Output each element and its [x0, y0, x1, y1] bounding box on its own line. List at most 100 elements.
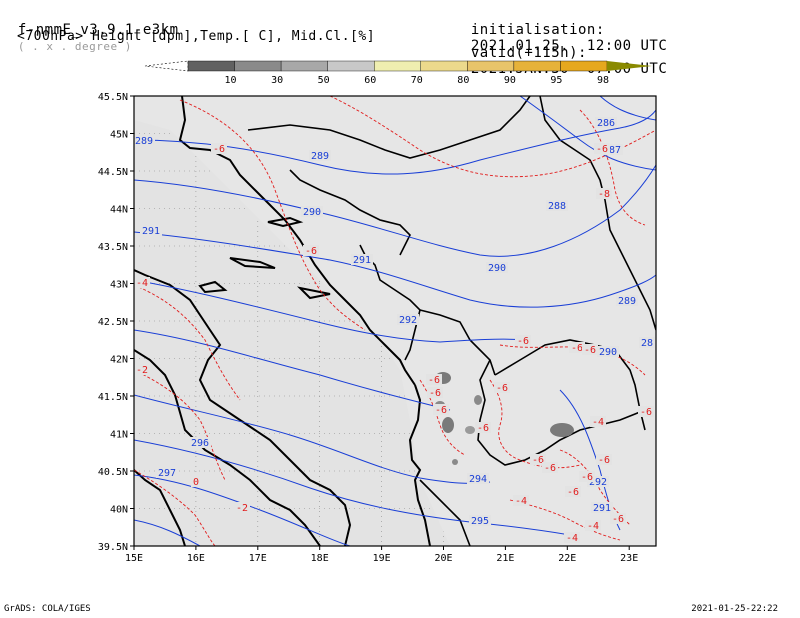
height-contour-287 [519, 96, 656, 171]
height-contour-label: 290 [303, 207, 321, 218]
coastlines [134, 96, 431, 546]
temp-label-bg [191, 476, 201, 487]
init-line: initialisation: 2021.01.25. 12:00 UTC [453, 6, 667, 54]
model-title: f-nmmE_v3.9.1-e3km ( . x . degree ) [0, 6, 179, 54]
colorbar-segment [467, 60, 515, 72]
temp-label-bg [596, 454, 612, 465]
height-label-bg [486, 262, 508, 273]
footer-timestamp: 2021-01-25-22:22 [691, 604, 778, 614]
height-label-bg [134, 135, 155, 146]
temp-contour-label: -6 [213, 144, 225, 155]
init-label: initialisation: [470, 22, 605, 38]
temp-contour-label: -4 [592, 417, 604, 428]
lat-label: 43.5N [98, 242, 128, 253]
height-contour-label: 294 [469, 474, 487, 485]
temp-contour-label: -6 [571, 343, 583, 354]
height-contour-label: 287 [603, 145, 621, 156]
land-area [134, 96, 656, 546]
height-label-bg [189, 437, 211, 448]
height-label-bg [351, 254, 373, 265]
lat-label: 40N [110, 505, 128, 516]
temp-label-bg [134, 277, 150, 288]
temp-label-bg [211, 143, 227, 154]
height-contour-label: 289 [311, 151, 329, 162]
lon-label: 22E [558, 553, 576, 564]
lon-label: 15E [125, 553, 143, 564]
colorbar-segment [560, 60, 608, 72]
temp-label-bg [565, 486, 581, 497]
temp-contour-label: -6 [429, 388, 441, 399]
init-value: 2021.01.25. 12:00 UTC [470, 38, 668, 54]
colorbar-segment [187, 60, 235, 72]
height-label-bg [591, 502, 613, 513]
temp-label-bg [530, 454, 546, 465]
italy-east-coast [134, 269, 352, 546]
height-contour-label: 292 [399, 315, 417, 326]
border-romania [539, 96, 656, 331]
height-label-bg [587, 476, 609, 487]
colorbar-label: 30 [271, 75, 283, 86]
temp-label-bg [134, 364, 150, 375]
temp-contour-minus4-south [509, 499, 621, 541]
colorbar-segment [420, 60, 468, 72]
temp-label-bg [426, 374, 442, 385]
border-croatia-hungary [247, 96, 531, 159]
colorbar-label: 98 [597, 75, 609, 86]
temp-contour-label: -6 [584, 345, 596, 356]
temp-contour-minus6-west [179, 99, 366, 331]
temp-label-bg [610, 513, 626, 524]
temp-label-bg [303, 245, 319, 256]
height-contour-292 [134, 279, 531, 343]
height-contour-label: 290 [599, 347, 617, 358]
lat-label: 45N [110, 130, 128, 141]
lon-label: 21E [496, 553, 514, 564]
temp-contour-label: -6 [544, 463, 556, 474]
lon-label: 17E [249, 553, 267, 564]
colorbar-segment [327, 60, 375, 72]
temp-label-bg [585, 520, 601, 531]
temp-label-bg [569, 342, 585, 353]
lat-label: 41.5N [98, 392, 128, 403]
height-contour-293 [134, 329, 451, 411]
height-contour-294 [134, 394, 491, 484]
lon-label: 19E [373, 553, 391, 564]
height-contour-label: 291 [593, 503, 611, 514]
height-label-bg [595, 117, 617, 128]
cloud-patch [442, 417, 454, 433]
temp-contour-label: -6 [612, 514, 624, 525]
height-contour-labels: 289 289 290 291 291 292 290 288 286 287 289 290 296 2… [134, 117, 655, 527]
colorbar-label: 60 [364, 75, 376, 86]
height-contours [134, 96, 656, 546]
height-label-bg [469, 515, 491, 526]
height-label-bg [309, 150, 331, 161]
lat-label: 39.5N [98, 542, 128, 553]
temp-contour-label: -6 [477, 423, 489, 434]
lon-label: 23E [620, 553, 638, 564]
temp-contour-label: -6 [428, 375, 440, 386]
temp-contour-label: -4 [515, 496, 527, 507]
lat-label: 44.5N [98, 167, 128, 178]
valid-label: valid(+115h): [470, 45, 587, 61]
height-contour-label: 291 [142, 226, 160, 237]
height-contour-296 [134, 474, 351, 546]
colorbar-label: 50 [318, 75, 330, 86]
colorbar-low-triangle [144, 60, 189, 72]
temp-contour-label: -4 [587, 521, 599, 532]
colorbar-segment [234, 60, 282, 72]
temp-label-bg [427, 387, 443, 398]
lat-label: 45.5N [98, 92, 128, 103]
temp-label-bg [594, 143, 610, 154]
height-contour-label: 289 [135, 136, 153, 147]
colorbar-label: 70 [411, 75, 423, 86]
temp-label-bg [582, 344, 598, 355]
height-contour-label: 297 [158, 468, 176, 479]
height-contour-291 [134, 231, 656, 308]
temp-contour-minus4 [134, 284, 241, 401]
colorbar-high-triangle [607, 61, 652, 71]
temp-label-bg [515, 335, 531, 346]
temp-contour-0 [134, 469, 216, 546]
temp-contour-label: -6 [598, 455, 610, 466]
height-contour-label: 296 [191, 438, 209, 449]
lon-label: 16E [187, 553, 205, 564]
model-name: f-nmmE_v3.9.1-e3km [17, 22, 179, 38]
